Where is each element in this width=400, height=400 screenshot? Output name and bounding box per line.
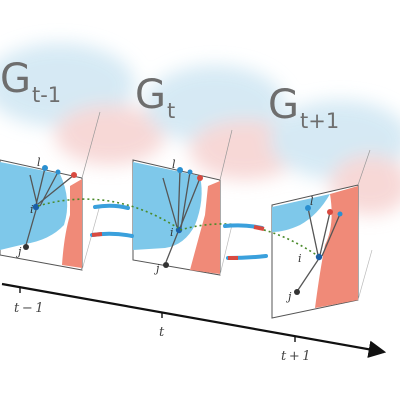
time-axis xyxy=(1,282,387,358)
tick-label-t: t xyxy=(159,325,165,340)
timeline: t − 1 t t + 1 xyxy=(1,282,387,364)
point-clouds xyxy=(0,43,400,215)
projection-line xyxy=(219,129,233,181)
node-label-l: l xyxy=(310,195,314,208)
graph-panel-2: i j l xyxy=(132,129,233,276)
red-region xyxy=(315,186,358,308)
bar-link-red xyxy=(253,225,265,231)
node-edges xyxy=(162,169,201,263)
node-label-i: i xyxy=(298,252,302,265)
node-label-j: j xyxy=(153,262,160,275)
node-label-i: i xyxy=(170,226,174,239)
projection-line xyxy=(219,224,233,276)
graph-title-1: Gt-1 xyxy=(0,56,61,107)
blue-region xyxy=(133,162,202,250)
graph-panel-1: i j l xyxy=(0,111,101,271)
graph-title-2: Gt xyxy=(135,72,175,123)
tick-label-t-minus-1: t − 1 xyxy=(14,301,44,316)
node-label-j: j xyxy=(285,290,292,303)
bar-link-top-1 xyxy=(93,203,130,210)
node-dots xyxy=(23,165,77,250)
temporal-links xyxy=(37,198,319,260)
tick-label-t-plus-1: t + 1 xyxy=(281,349,311,364)
graph-panel-3: i j l xyxy=(271,149,373,319)
graph-title-3: Gt+1 xyxy=(268,82,339,133)
node-dots xyxy=(294,205,343,295)
projection-line xyxy=(81,111,101,179)
node-label-l: l xyxy=(172,158,176,171)
projection-line xyxy=(357,249,373,301)
node-dots xyxy=(163,167,203,268)
red-region xyxy=(190,181,220,274)
node-edges xyxy=(297,207,341,291)
bar-link-red xyxy=(91,232,103,237)
projection-line xyxy=(81,204,101,271)
projection-line xyxy=(357,149,371,186)
red-region xyxy=(62,179,82,268)
cloud-red-1 xyxy=(55,105,165,165)
node-label-j: j xyxy=(15,245,22,258)
node-edges xyxy=(25,167,75,246)
node-label-l: l xyxy=(37,156,41,169)
node-label-i: i xyxy=(30,203,34,216)
blue-region xyxy=(272,194,330,232)
dashed-link-1-2 xyxy=(37,198,179,229)
